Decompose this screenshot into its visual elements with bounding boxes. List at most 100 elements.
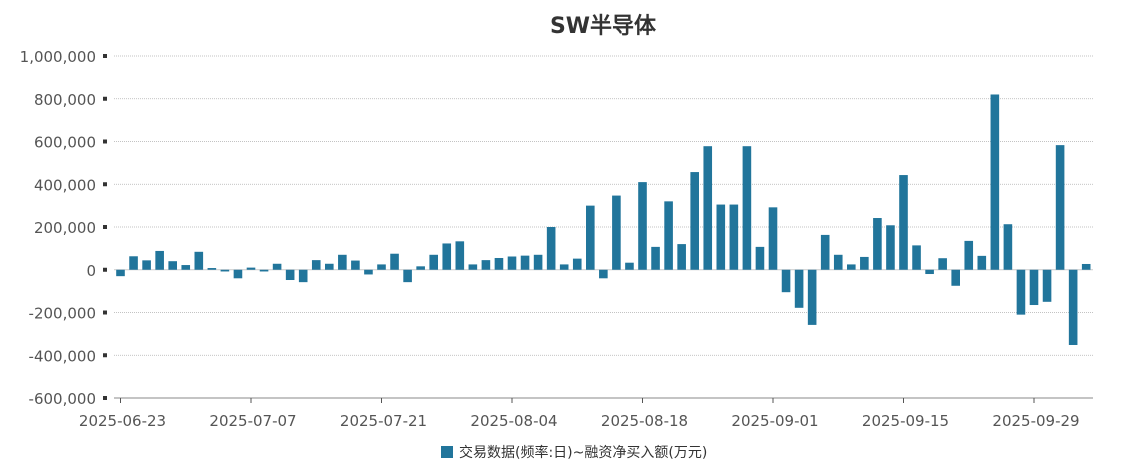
y-tick-label: -200,000	[29, 305, 96, 323]
bar	[1081, 263, 1091, 270]
x-tick-label: 2025-08-18	[601, 412, 688, 430]
bar	[873, 218, 882, 270]
x-tick-label: 2025-08-04	[470, 412, 557, 430]
bar	[429, 254, 438, 270]
bar	[155, 250, 164, 270]
y-tick-label: 400,000	[34, 176, 96, 194]
bar	[1003, 224, 1013, 270]
legend-label: 交易数据(频率:日)~融资净买入额(万元)	[459, 444, 707, 461]
bar	[246, 267, 256, 270]
bar	[194, 251, 204, 270]
bar	[168, 261, 177, 270]
bar	[938, 258, 947, 270]
bar	[703, 146, 713, 270]
bar	[507, 256, 517, 270]
y-tick-mark	[103, 139, 107, 144]
y-tick-mark	[103, 182, 107, 187]
bar	[298, 269, 308, 283]
bar	[1055, 145, 1065, 270]
bar	[990, 94, 1000, 270]
x-tick-label: 2025-07-21	[340, 412, 427, 430]
x-tick-label: 2025-09-29	[992, 412, 1079, 430]
bar	[586, 205, 595, 270]
bar	[325, 263, 334, 270]
bar	[625, 262, 634, 270]
legend: 交易数据(频率:日)~融资净买入额(万元)	[441, 444, 707, 461]
bar	[912, 245, 921, 270]
y-tick-mark	[103, 396, 107, 400]
x-tick-label: 2025-09-01	[731, 412, 818, 430]
bar	[455, 241, 465, 270]
y-tick-mark	[103, 353, 107, 358]
bar	[572, 258, 582, 270]
bar	[546, 227, 556, 270]
bar	[664, 201, 673, 270]
bar	[781, 269, 791, 293]
bar	[742, 146, 752, 270]
bar	[390, 253, 399, 270]
bar	[716, 204, 726, 270]
bar	[1016, 269, 1026, 315]
bar	[520, 255, 530, 270]
y-tick-label: -400,000	[29, 347, 96, 365]
y-tick-label: 0	[86, 262, 96, 280]
bar	[220, 269, 230, 272]
bar	[494, 257, 504, 270]
bar	[1068, 269, 1078, 345]
bar	[272, 263, 282, 270]
y-tick-label: 1,000,000	[20, 48, 96, 66]
y-tick-label: 200,000	[34, 219, 96, 237]
bar	[259, 269, 269, 272]
y-tick-mark	[103, 310, 107, 315]
y-tick-label: 600,000	[34, 134, 96, 152]
bar	[794, 269, 804, 308]
bar	[768, 207, 778, 270]
bar	[129, 256, 138, 270]
bar	[690, 172, 699, 270]
bar	[1042, 269, 1052, 302]
bar	[833, 254, 843, 270]
bar	[729, 204, 739, 270]
bar	[886, 225, 895, 270]
bar	[612, 195, 621, 270]
bar	[807, 269, 817, 325]
bar	[364, 269, 373, 275]
bar	[899, 175, 908, 270]
bar	[377, 264, 386, 270]
x-tick-label: 2025-07-07	[209, 412, 296, 430]
bar	[677, 244, 686, 270]
bar	[181, 265, 191, 270]
bar	[638, 182, 647, 270]
bar	[533, 254, 543, 270]
x-tick-label: 2025-09-15	[862, 412, 949, 430]
bar	[755, 246, 765, 270]
bar	[142, 260, 151, 270]
bar	[285, 269, 295, 281]
bar	[559, 264, 569, 270]
y-tick-mark	[103, 267, 107, 272]
chart-title: SW半导体	[550, 14, 657, 39]
bar	[1029, 269, 1039, 306]
legend-swatch	[441, 446, 453, 458]
gridlines	[114, 55, 1093, 356]
bar	[481, 260, 491, 270]
y-tick-mark	[103, 54, 107, 58]
bar	[416, 266, 425, 270]
y-tick-mark	[103, 225, 107, 229]
bar	[207, 268, 217, 270]
bar	[925, 269, 934, 275]
y-tick-label: -600,000	[29, 390, 96, 408]
bar	[964, 240, 974, 270]
bar	[233, 269, 243, 279]
bar	[116, 269, 125, 277]
bar	[820, 234, 830, 270]
bar	[338, 254, 347, 270]
bar	[860, 256, 869, 270]
bar	[311, 260, 321, 270]
y-tick-mark	[103, 96, 107, 101]
bars	[116, 94, 1091, 345]
x-tick-label: 2025-06-23	[79, 412, 166, 430]
bar	[951, 269, 960, 286]
